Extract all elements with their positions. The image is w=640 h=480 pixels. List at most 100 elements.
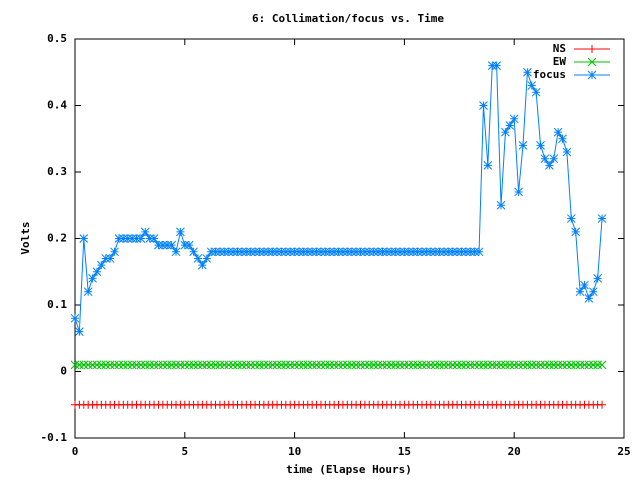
data-point bbox=[75, 327, 84, 336]
data-point bbox=[575, 287, 585, 297]
data-point bbox=[140, 360, 150, 370]
data-point bbox=[167, 360, 176, 370]
x-tick-label: 25 bbox=[617, 445, 630, 458]
data-point bbox=[88, 360, 97, 370]
data-point bbox=[382, 247, 392, 257]
data-point bbox=[272, 360, 282, 370]
data-point bbox=[136, 234, 146, 243]
data-point bbox=[123, 234, 133, 243]
data-point bbox=[452, 247, 462, 257]
data-point bbox=[364, 360, 374, 370]
data-point bbox=[180, 240, 190, 250]
data-point bbox=[457, 247, 466, 257]
data-point bbox=[250, 247, 260, 257]
data-point bbox=[246, 360, 256, 370]
data-point bbox=[514, 360, 523, 370]
data-point bbox=[127, 360, 137, 370]
data-point bbox=[233, 360, 242, 370]
data-point bbox=[215, 360, 225, 370]
data-point bbox=[588, 360, 598, 370]
data-point bbox=[435, 247, 444, 257]
x-axis-label: time (Elapse Hours) bbox=[286, 463, 412, 476]
data-point bbox=[149, 234, 159, 243]
data-point bbox=[277, 360, 286, 370]
data-point bbox=[268, 360, 277, 370]
data-point bbox=[202, 254, 212, 263]
data-point bbox=[224, 247, 234, 257]
data-point bbox=[422, 247, 431, 257]
data-point bbox=[571, 227, 581, 237]
data-point bbox=[470, 360, 480, 370]
data-point bbox=[597, 214, 607, 223]
data-point bbox=[479, 101, 488, 110]
data-point bbox=[378, 247, 387, 257]
data-point bbox=[158, 240, 168, 250]
data-point bbox=[233, 247, 242, 257]
data-point bbox=[307, 360, 317, 370]
data-point bbox=[417, 247, 427, 257]
data-point bbox=[329, 360, 339, 370]
data-point bbox=[364, 247, 374, 257]
data-point bbox=[593, 360, 603, 370]
data-point bbox=[255, 360, 264, 370]
data-point bbox=[465, 247, 475, 257]
data-point bbox=[140, 227, 150, 237]
data-point bbox=[540, 360, 550, 370]
data-point bbox=[92, 360, 102, 370]
data-point bbox=[369, 360, 379, 370]
data-point bbox=[338, 360, 348, 370]
data-point bbox=[105, 254, 115, 263]
data-point bbox=[356, 247, 365, 257]
data-point bbox=[598, 400, 607, 409]
data-point bbox=[206, 360, 216, 370]
data-point bbox=[483, 360, 493, 370]
data-point bbox=[400, 360, 409, 370]
data-point bbox=[96, 360, 106, 370]
data-point bbox=[219, 360, 229, 370]
data-point bbox=[461, 247, 471, 257]
data-point bbox=[575, 360, 585, 370]
data-point bbox=[514, 187, 523, 197]
y-tick-label: 0 bbox=[60, 365, 67, 378]
legend-label: focus bbox=[533, 68, 566, 81]
data-point bbox=[549, 154, 559, 164]
data-point bbox=[167, 240, 176, 250]
data-point bbox=[465, 360, 475, 370]
data-point bbox=[483, 160, 493, 170]
y-tick-label: 0.1 bbox=[47, 298, 67, 311]
data-point bbox=[439, 360, 449, 370]
data-point bbox=[105, 360, 115, 370]
data-point bbox=[211, 247, 220, 257]
data-point bbox=[329, 247, 339, 257]
data-point bbox=[566, 360, 576, 370]
data-point bbox=[544, 160, 554, 170]
data-point bbox=[474, 247, 484, 257]
data-point bbox=[228, 360, 238, 370]
y-tick-label: 0.5 bbox=[47, 32, 67, 45]
data-point bbox=[114, 360, 124, 370]
data-point bbox=[299, 360, 308, 370]
data-point bbox=[435, 360, 444, 370]
data-point bbox=[356, 360, 365, 370]
data-point bbox=[400, 247, 409, 257]
data-point bbox=[404, 247, 414, 257]
data-point bbox=[132, 360, 141, 370]
data-point bbox=[505, 121, 515, 130]
data-point bbox=[351, 247, 361, 257]
data-point bbox=[536, 360, 545, 370]
data-point bbox=[219, 247, 229, 257]
data-point bbox=[523, 360, 532, 370]
data-point bbox=[285, 360, 295, 370]
data-point bbox=[378, 360, 387, 370]
data-point bbox=[158, 360, 168, 370]
x-tick-label: 10 bbox=[288, 445, 301, 458]
data-point bbox=[224, 360, 234, 370]
data-point bbox=[83, 360, 93, 370]
data-point bbox=[338, 247, 348, 257]
data-point bbox=[553, 127, 563, 137]
data-point bbox=[413, 360, 422, 370]
data-point bbox=[492, 61, 501, 70]
y-tick-label: 0.2 bbox=[47, 232, 67, 245]
data-point bbox=[413, 247, 422, 257]
data-point bbox=[277, 247, 286, 257]
